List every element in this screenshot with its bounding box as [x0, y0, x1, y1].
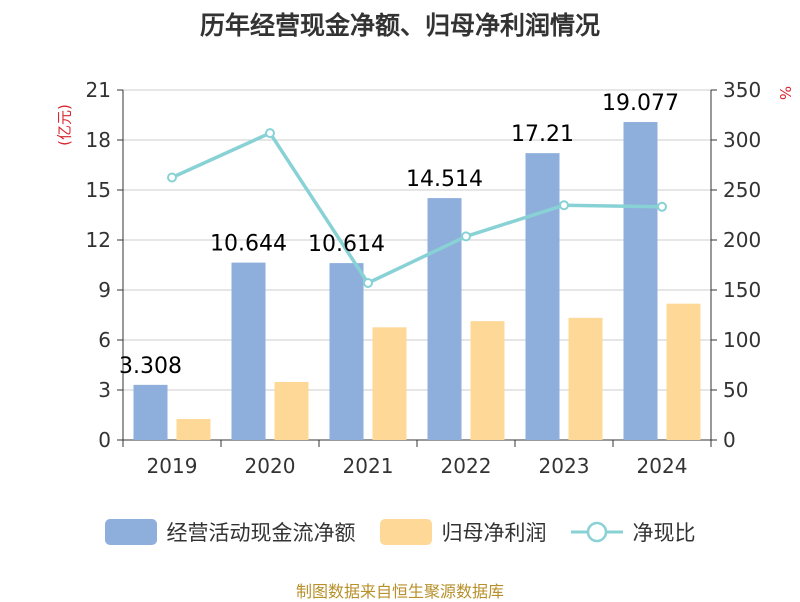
bar-net-profit [568, 317, 603, 440]
data-label-cashflow: 14.514 [406, 167, 483, 192]
left-axis-tick-label: 12 [86, 228, 111, 252]
data-label-cashflow: 10.614 [308, 232, 385, 257]
legend: 经营活动现金流净额 归母净利润 净现比 [0, 517, 800, 547]
legend-item-cash-ratio[interactable]: 净现比 [570, 517, 696, 547]
left-axis-tick-label: 9 [98, 278, 111, 302]
legend-swatch-net-profit [379, 519, 432, 545]
bar-cashflow [525, 153, 560, 440]
data-label-cashflow: 10.644 [210, 232, 287, 257]
legend-label-net-profit: 归母净利润 [441, 521, 547, 545]
right-axis-tick-label: 150 [723, 278, 761, 302]
chart-title: 历年经营现金净额、归母净利润情况 [199, 11, 600, 40]
bar-net-profit [470, 321, 505, 440]
left-axis-tick-label: 18 [86, 128, 111, 152]
left-axis-tick-label: 0 [98, 428, 111, 452]
legend-swatch-cashflow [104, 519, 157, 545]
x-axis-tick-label: 2021 [343, 454, 394, 478]
data-source: 制图数据来自恒生聚源数据库 [295, 582, 504, 601]
x-axis-tick-label: 2022 [441, 454, 492, 478]
right-axis-tick-label: 350 [723, 78, 761, 102]
line-cash-ratio [171, 131, 663, 285]
point-cash-ratio [461, 231, 471, 242]
bar-cashflow [427, 198, 462, 440]
right-axis-tick-label: 50 [723, 378, 748, 402]
bar-net-profit [274, 382, 309, 440]
point-cash-ratio [657, 201, 667, 212]
left-axis-tick-label: 3 [98, 378, 111, 402]
bar-net-profit [666, 303, 701, 440]
x-axis-tick-label: 2019 [147, 454, 198, 478]
point-cash-ratio [167, 172, 177, 183]
data-label-cashflow: 17.21 [511, 122, 574, 147]
x-axis-tick-label: 2023 [539, 454, 590, 478]
bar-cashflow [329, 263, 364, 440]
bar-cashflow [623, 122, 658, 441]
data-label-cashflow: 19.077 [602, 91, 679, 116]
x-axis-tick-label: 2020 [245, 454, 296, 478]
legend-label-cashflow: 经营活动现金流净额 [166, 521, 356, 545]
bar-net-profit [176, 419, 211, 440]
right-axis-tick-label: 200 [723, 228, 761, 252]
legend-item-net-profit[interactable]: 归母净利润 [379, 517, 547, 547]
point-cash-ratio [363, 278, 373, 288]
point-cash-ratio [265, 128, 275, 139]
right-axis-tick-label: 250 [723, 178, 761, 202]
bar-cashflow [133, 384, 168, 440]
bar-cashflow [231, 262, 266, 440]
right-axis-tick-label: 300 [723, 128, 761, 152]
left-axis-tick-label: 6 [98, 328, 111, 352]
point-cash-ratio [559, 200, 569, 211]
legend-item-cashflow[interactable]: 经营活动现金流净额 [104, 517, 356, 547]
legend-label-cash-ratio: 净现比 [632, 521, 696, 545]
right-axis-tick-label: 0 [723, 428, 736, 452]
bar-net-profit [372, 327, 407, 440]
x-axis-tick-label: 2024 [637, 454, 688, 478]
left-axis-tick-label: 15 [86, 178, 111, 202]
legend-swatch-cash-ratio [570, 521, 623, 543]
right-axis-tick-label: 100 [723, 328, 761, 352]
data-label-cashflow: 3.308 [119, 354, 182, 379]
left-axis-tick-label: 21 [86, 78, 111, 102]
